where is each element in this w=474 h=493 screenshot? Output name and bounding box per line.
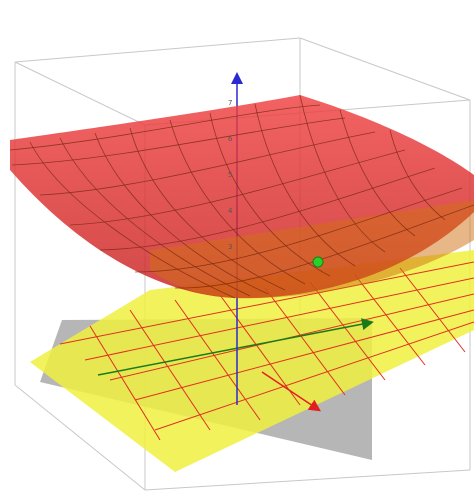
z-tick-label: 7 <box>228 99 232 107</box>
paraboloid-grid <box>9 94 474 299</box>
y-axis <box>97 318 374 376</box>
tangent-plane-grid <box>59 261 474 441</box>
z-axis-labels: 7 6 5 4 3 <box>228 99 233 251</box>
x-axis <box>261 371 321 412</box>
z-tick-label: 6 <box>228 135 233 143</box>
tangent-plane <box>30 250 474 472</box>
z-tick-label: 4 <box>228 207 233 215</box>
surface-overlap <box>150 200 474 299</box>
z-tick-label: 5 <box>228 171 232 179</box>
z-tick-label: 3 <box>228 243 232 251</box>
point <box>312 256 324 268</box>
